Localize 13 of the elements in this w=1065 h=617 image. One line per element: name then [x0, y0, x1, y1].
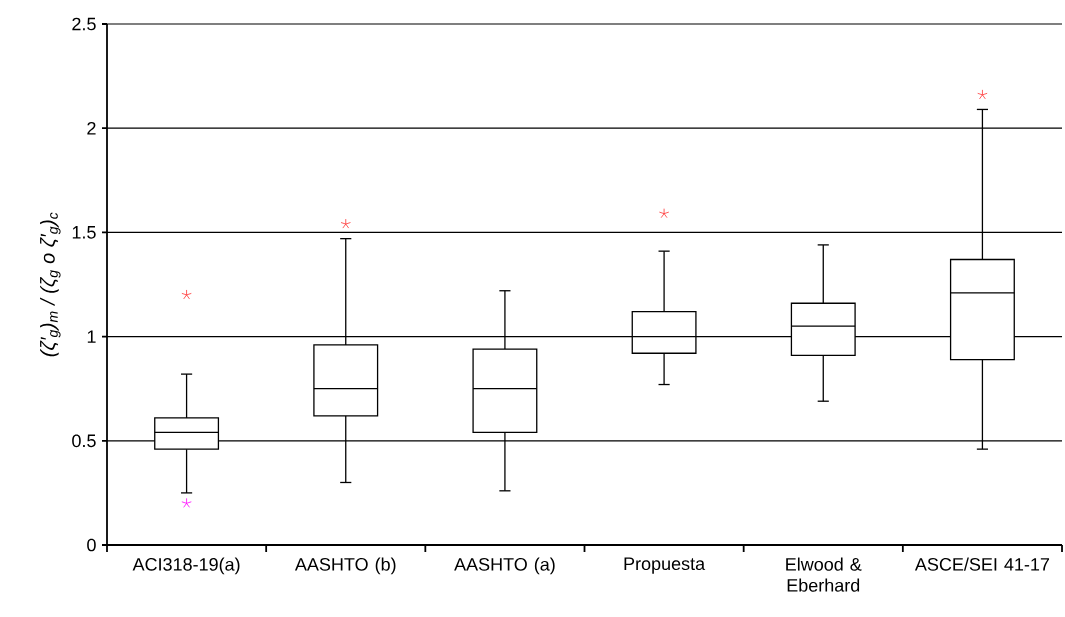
x-tick-label: AASHTO (a) — [454, 557, 555, 575]
y-tick-label: 0.5 — [72, 434, 96, 448]
text: (ζ′$_{g}$)$_{m}$ / (ζ$_{g}$ o ζ′$_{g}$)$_{c}$ — [40, 212, 61, 357]
y-tick-label: 0 — [87, 538, 96, 552]
x-tick-label: AASHTO (b) — [294, 557, 396, 575]
x-tick-label: Elwood & Eberhard — [786, 557, 862, 592]
x-tick-label: ASCE/SEI 41-17 — [914, 557, 1050, 571]
x-tick-label: Propuesta — [624, 557, 706, 574]
y-tick-label: 1 — [87, 330, 96, 343]
y-tick-label: 2.5 — [72, 17, 96, 31]
y-tick-label: 2 — [87, 121, 96, 135]
x-tick-label: ACI318-19(a) — [132, 557, 240, 575]
y-tick-label: 1.5 — [72, 226, 96, 239]
